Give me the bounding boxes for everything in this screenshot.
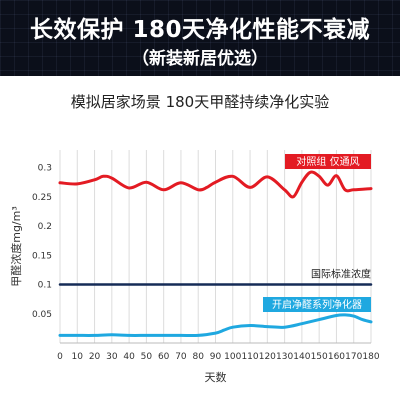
banner-title: 长效保护 180天净化性能不衰减 — [29, 17, 371, 43]
y-tick-label: 0.1 — [38, 281, 52, 291]
y-tick-label: 0.15 — [32, 251, 52, 261]
purifier-legend-label: 开启净醛系列净化器 — [272, 298, 362, 311]
x-tick-label: 170 — [345, 352, 362, 362]
x-tick-label: 140 — [293, 352, 310, 362]
x-tick-label: 0 — [57, 352, 63, 362]
x-tick-label: 60 — [158, 352, 170, 362]
y-tick-label: 0.05 — [32, 310, 52, 320]
x-axis-label: 天数 — [205, 371, 227, 384]
y-axis-label: 甲醛浓度mg/m³ — [9, 206, 23, 287]
control-group-line — [58, 170, 373, 199]
x-tick-label: 80 — [192, 352, 204, 362]
x-tick-label: 90 — [210, 352, 222, 362]
x-tick-label: 130 — [276, 352, 293, 362]
y-tick-label: 0.2 — [38, 222, 52, 232]
x-tick-label: 70 — [175, 352, 187, 362]
header-banner: 长效保护 180天净化性能不衰减 （新装新居优选） — [0, 0, 400, 76]
x-tick-label: 50 — [141, 352, 153, 362]
chart-title: 模拟居家场景 180天甲醛持续净化实验 — [70, 93, 330, 111]
banner-subtitle: （新装新居优选） — [132, 49, 268, 69]
x-tick-label: 100 — [224, 352, 241, 362]
x-tick-label: 180 — [362, 352, 379, 362]
x-tick-label: 40 — [123, 352, 135, 362]
control-group-legend-label: 对照组 仅通风 — [296, 155, 359, 168]
x-tick-label: 160 — [328, 352, 345, 362]
y-tick-label: 0.3 — [38, 164, 52, 174]
purifier-legend-badge — [263, 297, 371, 312]
x-tick-label: 150 — [311, 352, 328, 362]
purifier-line — [58, 313, 373, 338]
x-tick-label: 120 — [259, 352, 276, 362]
x-tick-label: 10 — [72, 352, 84, 362]
standard-legend-label: 国际标准浓度 — [311, 268, 371, 281]
x-tick-label: 110 — [241, 352, 258, 362]
x-tick-label: 20 — [89, 352, 101, 362]
y-tick-label: 0.25 — [32, 193, 52, 203]
x-tick-label: 30 — [106, 352, 118, 362]
control-group-legend-badge — [285, 154, 371, 169]
